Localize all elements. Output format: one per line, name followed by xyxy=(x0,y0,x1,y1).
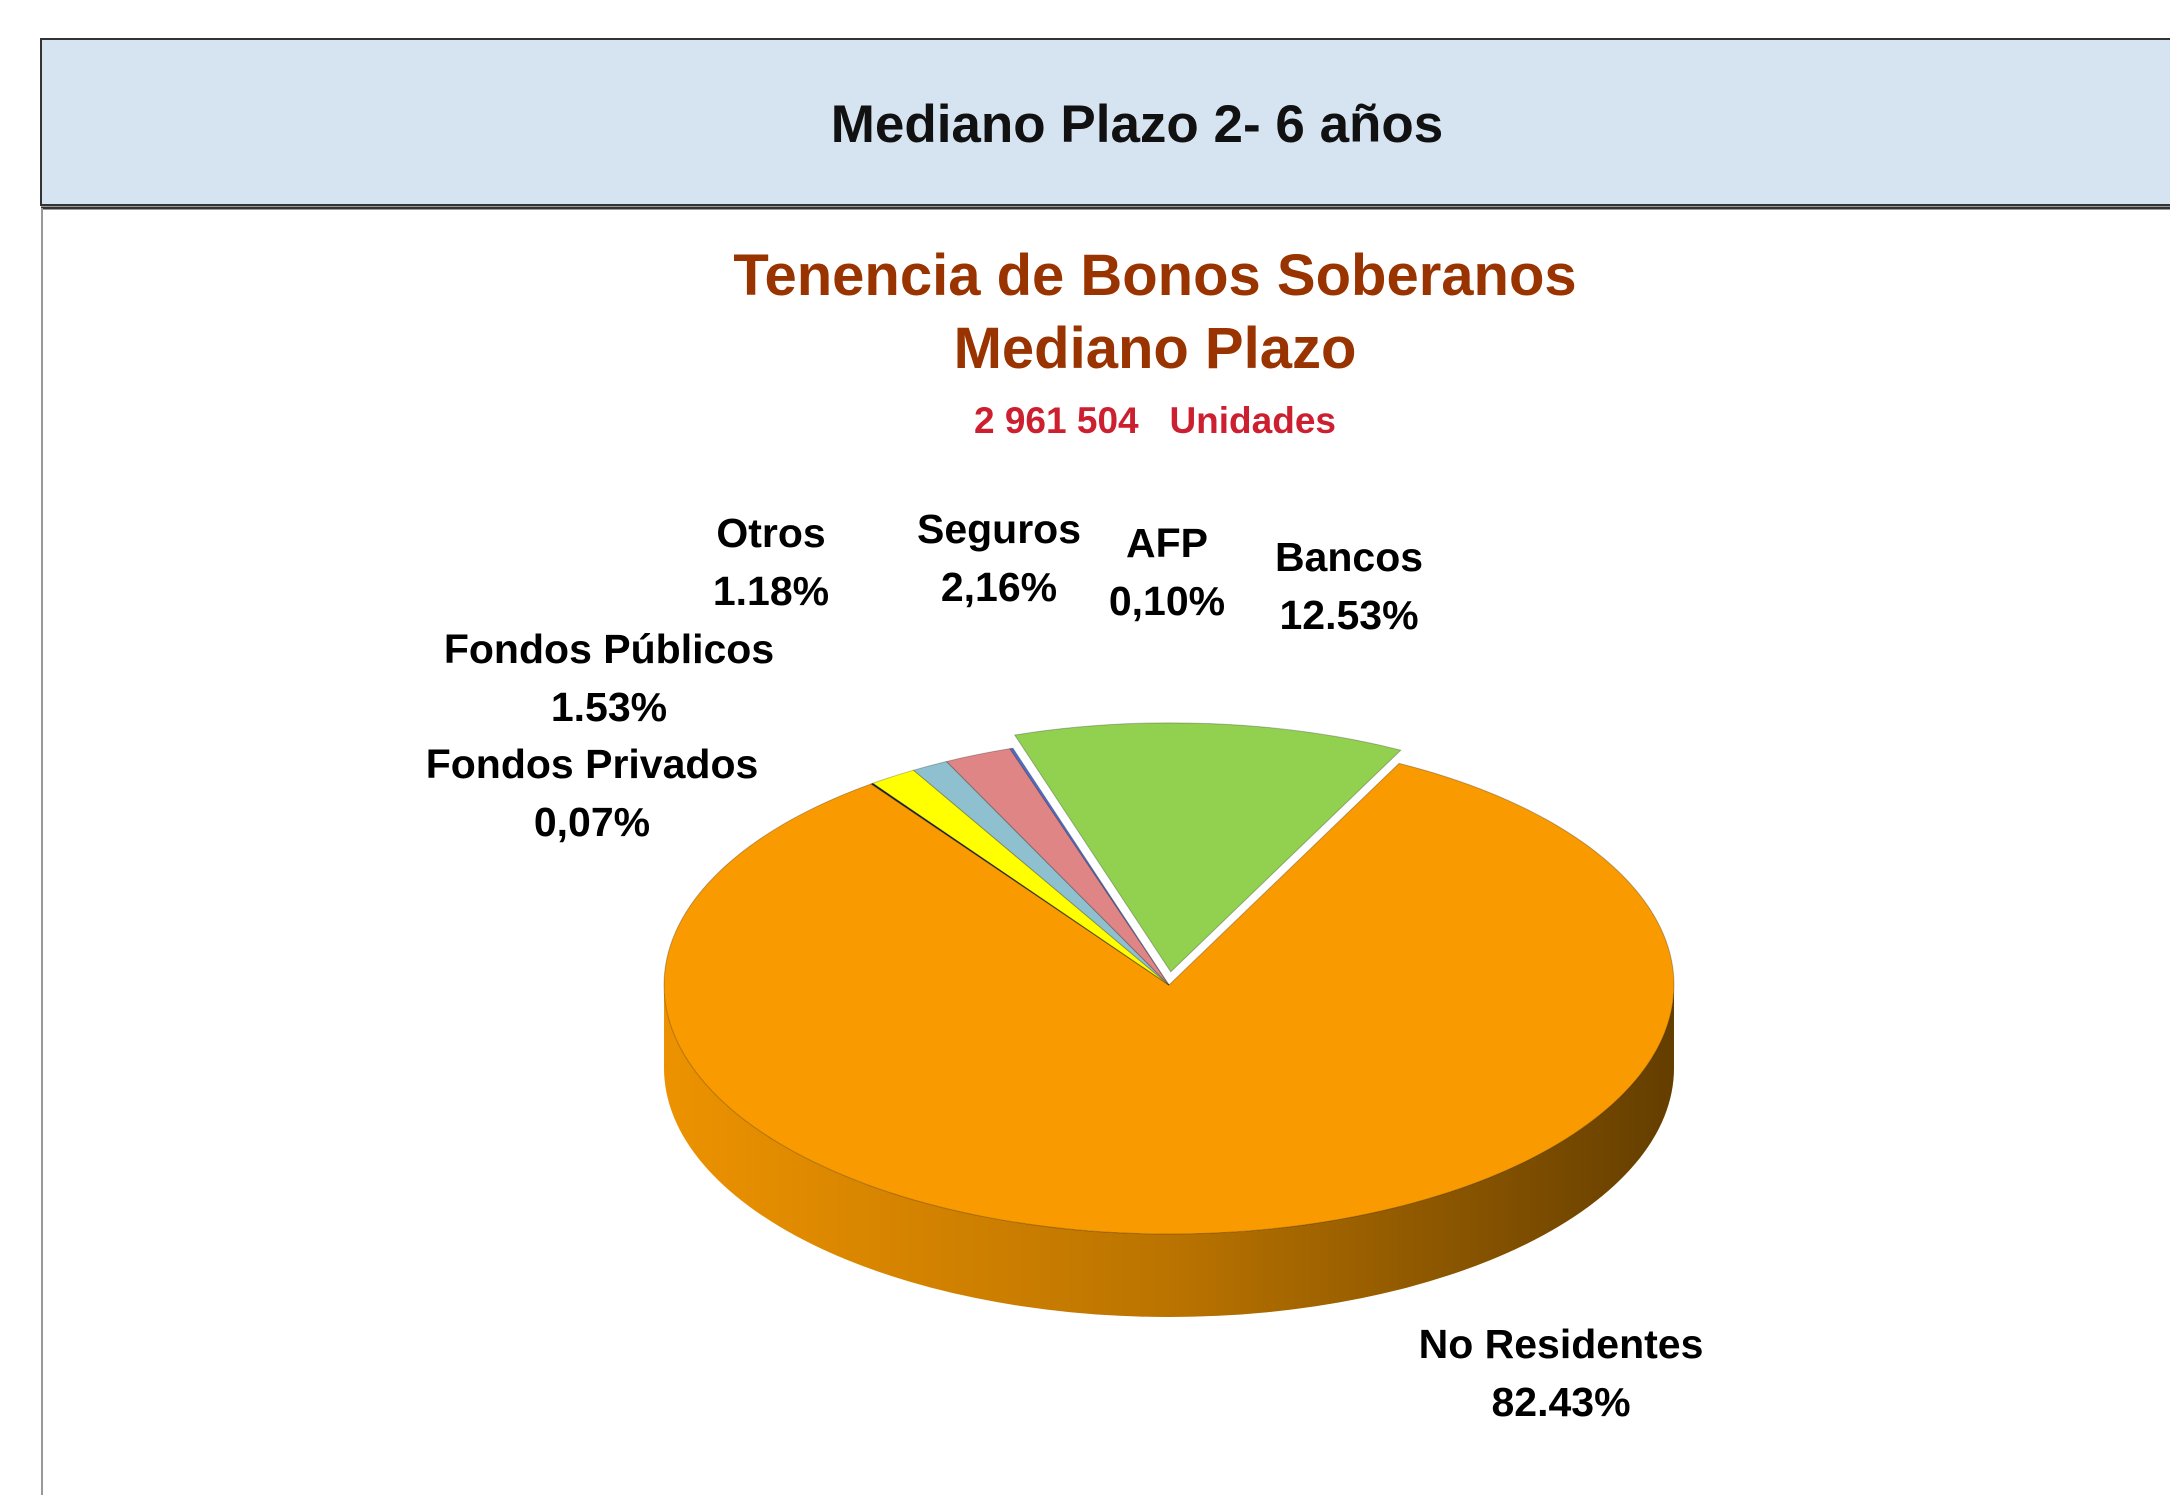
slice xyxy=(945,748,1170,986)
slice-label-name: Fondos Públicos xyxy=(444,626,774,672)
slice-label-value: 0,10% xyxy=(1109,578,1225,624)
slice xyxy=(912,760,1170,986)
slice-label-value: 1.18% xyxy=(713,568,829,614)
slice xyxy=(871,769,1170,986)
slice-label-value: 0,07% xyxy=(534,799,650,845)
slice-side-shade xyxy=(664,985,1674,1317)
slice-label-name: Fondos Privados xyxy=(426,741,759,787)
slice-label-name: Bancos xyxy=(1275,534,1423,580)
slice-label-name: Seguros xyxy=(917,506,1081,552)
slice-label-value: 1.53% xyxy=(551,684,667,730)
chart-title: Tenencia de Bonos Soberanos xyxy=(733,243,1576,308)
chart-subtitle: 2 961 504 Unidades xyxy=(974,400,1336,441)
slice xyxy=(1013,722,1402,973)
header-title: Mediano Plazo 2- 6 años xyxy=(831,95,1444,154)
slice-label-value: 12.53% xyxy=(1279,592,1418,638)
chart-title: Mediano Plazo xyxy=(954,316,1357,381)
slice-label-value: 82.43% xyxy=(1491,1379,1630,1425)
slice-label-value: 2,16% xyxy=(941,564,1057,610)
slice xyxy=(870,782,1170,986)
slice xyxy=(1009,747,1170,986)
slice-label-name: AFP xyxy=(1126,520,1208,566)
header-banner xyxy=(40,38,2170,206)
slice-label-name: Otros xyxy=(716,510,825,556)
slice xyxy=(663,762,1675,1235)
slice-label-name: No Residentes xyxy=(1419,1321,1704,1367)
